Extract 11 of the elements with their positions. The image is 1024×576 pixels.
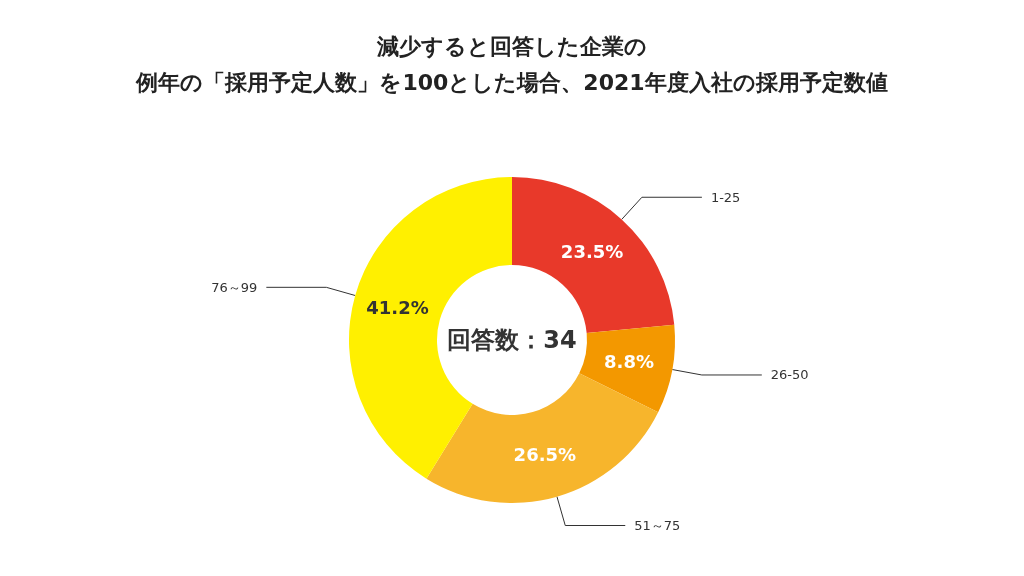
chart-subtitle: 例年の「採用予定人数」を100とした場合、2021年度入社の採用予定数値 — [135, 69, 888, 95]
data-label: 41.2% — [366, 297, 429, 319]
slice-label: 26-50 — [770, 367, 809, 383]
text: 回答数：34 — [447, 326, 577, 354]
slice-label: 51～75 — [634, 518, 681, 533]
slice-label: 76～99 — [211, 279, 258, 295]
data-label: 26.5% — [513, 443, 577, 465]
data-label: 8.8% — [604, 351, 654, 373]
slice-label: 1-25 — [710, 189, 741, 205]
data-label: 23.5% — [560, 241, 624, 263]
chart-title: 減少すると回答した企業の — [376, 33, 647, 59]
